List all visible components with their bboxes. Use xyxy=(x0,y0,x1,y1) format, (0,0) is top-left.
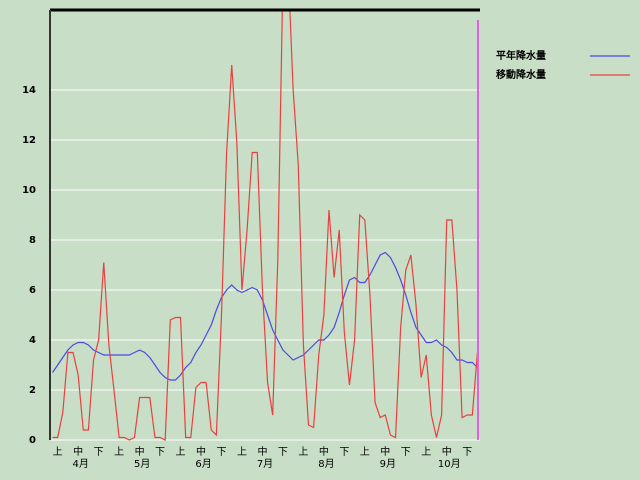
y-tick-label: 14 xyxy=(22,85,36,96)
legend-label: 平年降水量 xyxy=(496,49,546,62)
series-line xyxy=(52,251,478,381)
month-label: 7月 xyxy=(257,458,273,470)
month-label: 9月 xyxy=(380,458,396,470)
x-tick-label: 上 xyxy=(176,446,186,458)
x-tick-label: 中 xyxy=(442,445,452,458)
x-tick-label: 上 xyxy=(114,446,124,458)
month-label: 6月 xyxy=(195,458,211,470)
y-tick-label: 4 xyxy=(29,335,36,346)
x-tick-label: 下 xyxy=(339,447,349,458)
x-tick-label: 中 xyxy=(135,445,145,458)
y-tick-label: 10 xyxy=(22,185,36,196)
x-tick-label: 中 xyxy=(257,445,267,458)
legend-label: 移動降水量 xyxy=(496,68,546,81)
x-tick-label: 上 xyxy=(53,446,63,458)
month-label: 8月 xyxy=(318,458,334,470)
plot xyxy=(52,10,479,441)
y-tick-label: 0 xyxy=(29,435,36,446)
x-tick-label: 中 xyxy=(319,445,329,458)
y-tick-label: 2 xyxy=(29,385,36,396)
x-tick-label: 中 xyxy=(196,445,206,458)
x-tick-label: 中 xyxy=(380,445,390,458)
x-tick-label: 下 xyxy=(216,447,226,458)
x-tick-label: 下 xyxy=(278,447,288,458)
x-tick-label: 下 xyxy=(401,447,411,458)
x-tick-label: 上 xyxy=(360,446,370,458)
y-tick-label: 8 xyxy=(29,235,36,246)
x-tick-label: 上 xyxy=(298,446,308,458)
x-tick-label: 上 xyxy=(421,446,431,458)
series-line xyxy=(52,10,479,441)
month-label: 10月 xyxy=(438,458,461,470)
y-tick-label: 12 xyxy=(22,135,36,146)
x-tick-label: 中 xyxy=(73,445,83,458)
y-tick-label: 6 xyxy=(29,285,36,296)
x-tick-label: 下 xyxy=(155,447,165,458)
month-label: 5月 xyxy=(134,458,150,470)
x-tick-label: 下 xyxy=(94,447,104,458)
x-tick-label: 下 xyxy=(462,447,472,458)
x-tick-label: 上 xyxy=(237,446,247,458)
month-label: 4月 xyxy=(73,458,89,470)
